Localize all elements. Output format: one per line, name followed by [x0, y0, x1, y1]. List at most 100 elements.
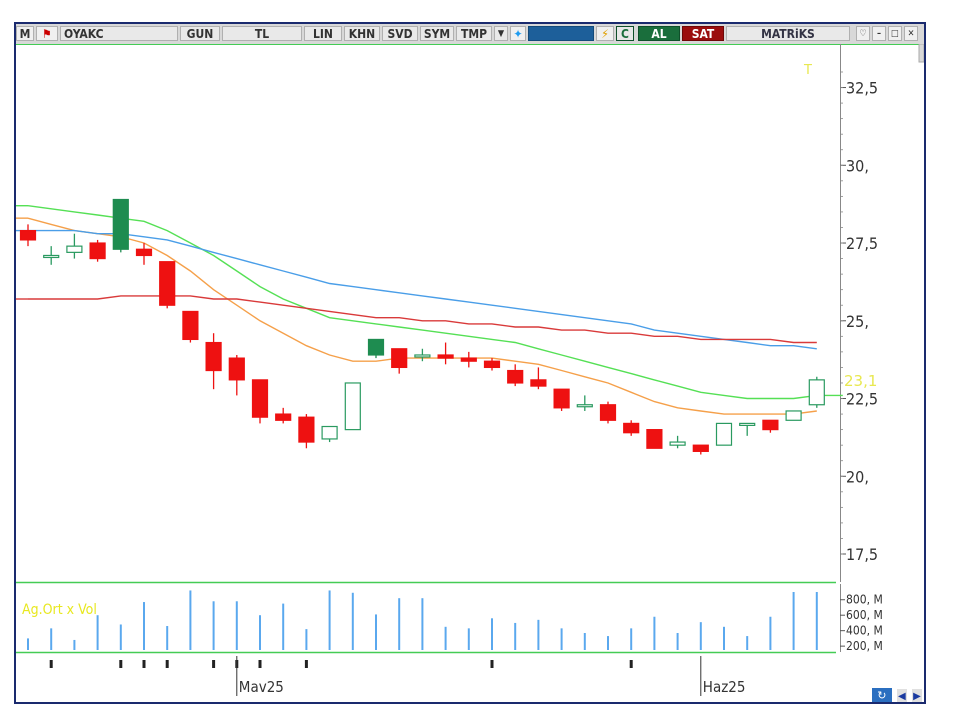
scroll-left-icon[interactable]: ◀	[896, 689, 907, 702]
ma-line-green	[27, 205, 843, 400]
heart-icon[interactable]: ♡	[856, 26, 870, 41]
y-tick-label: 22,5	[846, 390, 878, 409]
tmp-button[interactable]: TMP	[456, 26, 492, 41]
x-tick-mark	[490, 660, 494, 668]
sell-button[interactable]: SAT	[682, 26, 724, 41]
x-tick-mark	[304, 660, 308, 668]
y-tick-label: 25,	[846, 312, 869, 331]
x-tick-label: Haz25	[703, 678, 746, 696]
candle-body	[762, 419, 779, 431]
candle-body	[414, 354, 431, 358]
khn-button[interactable]: KHN	[344, 26, 380, 41]
candles	[19, 198, 825, 455]
chart-toolbar: M ⚑ OYAKC GUN TL LIN KHN SVD SYM TMP ▼ ✦…	[16, 24, 924, 45]
candle-body	[66, 245, 83, 253]
candle	[646, 429, 663, 449]
minimize-icon[interactable]: –	[872, 26, 886, 41]
candle	[251, 379, 269, 424]
price-axis: 32,5 30, 27,5 25, 22,5 20, 17,5	[840, 71, 878, 564]
candle	[507, 364, 524, 387]
candle-body	[460, 357, 477, 362]
candle-body	[391, 348, 408, 369]
candle	[808, 376, 825, 408]
refresh-icon[interactable]: ↻	[871, 688, 892, 702]
candle-body	[599, 404, 617, 421]
y-tick-label: 30,	[846, 156, 869, 175]
candle	[89, 239, 106, 262]
y-tick-label: 17,5	[846, 545, 878, 564]
candle-body	[692, 444, 709, 452]
candle-body	[437, 354, 454, 359]
candle	[576, 395, 593, 411]
candle-body	[321, 425, 338, 440]
moving-averages	[16, 205, 843, 415]
candle-body	[205, 341, 222, 372]
candle-body	[785, 410, 802, 421]
candle	[623, 420, 640, 436]
candle-body	[344, 382, 361, 431]
candle-body	[623, 422, 640, 434]
candle	[692, 444, 709, 455]
sym-button[interactable]: SYM	[420, 26, 454, 41]
scroll-controls: ↻ ◀ ▶	[871, 684, 922, 702]
candle	[414, 348, 431, 362]
maximize-icon[interactable]: □	[888, 26, 902, 41]
period-button[interactable]: GUN	[180, 26, 220, 41]
candle-body	[182, 310, 199, 341]
buy-button[interactable]: AL	[638, 26, 680, 41]
ma-line-blue	[28, 229, 817, 350]
svd-button[interactable]: SVD	[382, 26, 418, 41]
candle	[19, 224, 37, 247]
candle	[159, 261, 176, 309]
candle-body	[530, 379, 547, 387]
candle	[483, 358, 501, 371]
time-axis: Mav25 Haz25	[49, 656, 746, 696]
c-button[interactable]: C	[616, 26, 634, 41]
candle	[785, 410, 802, 421]
candle-body	[507, 369, 524, 384]
chart-window: M ⚑ OYAKC GUN TL LIN KHN SVD SYM TMP ▼ ✦…	[14, 22, 926, 704]
blue-panel-button[interactable]	[528, 26, 594, 41]
ma-line-orange	[27, 217, 817, 415]
currency-button[interactable]: TL	[222, 26, 302, 41]
bolt-icon[interactable]: ⚡	[596, 26, 614, 41]
candle	[298, 414, 315, 449]
candle	[367, 338, 385, 359]
scale-button[interactable]: LIN	[304, 26, 342, 41]
scroll-right-icon[interactable]: ▶	[912, 689, 922, 702]
candle-body	[646, 429, 663, 449]
candle	[460, 351, 477, 368]
x-tick-mark	[142, 660, 146, 668]
candle	[66, 233, 83, 259]
candle-body	[483, 360, 501, 369]
candle	[135, 243, 153, 265]
x-tick-mark	[258, 660, 262, 668]
candle-body	[19, 229, 37, 241]
vol-tick-label: 600, M	[846, 608, 883, 622]
twitter-icon[interactable]: ✦	[510, 26, 526, 41]
close-icon[interactable]: ✕	[904, 26, 918, 41]
x-tick-mark	[212, 660, 216, 668]
symbol-field[interactable]: OYAKC	[60, 26, 178, 41]
x-tick-mark	[49, 660, 53, 668]
candle-body	[669, 441, 686, 446]
candle	[391, 348, 408, 374]
tick-marker-t: T	[803, 63, 812, 78]
menu-button[interactable]: M	[16, 26, 34, 41]
candle	[715, 422, 733, 446]
last-price-label: 23,1	[844, 372, 877, 390]
matriks-logo: MATRiKS	[726, 26, 850, 41]
candle-body	[112, 198, 129, 250]
candle-body	[298, 416, 315, 443]
dropdown-arrow-icon[interactable]: ▼	[494, 26, 508, 41]
y-tick-label: 20,	[846, 467, 869, 486]
volume-panel	[27, 590, 818, 650]
candle	[739, 422, 756, 436]
flag-icon[interactable]: ⚑	[36, 26, 58, 41]
candle-body	[808, 379, 825, 406]
candle-body	[367, 338, 385, 356]
candle	[205, 333, 222, 390]
candle-body	[251, 379, 269, 418]
